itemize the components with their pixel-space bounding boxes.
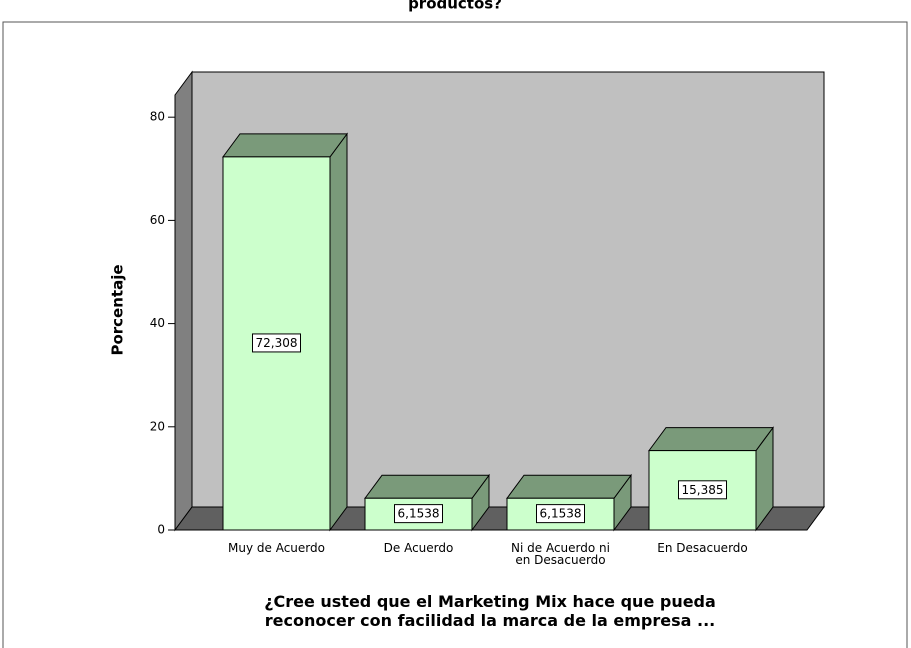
- value-label-box: [678, 480, 727, 500]
- bar-top: [364, 474, 490, 499]
- bar-top: [648, 427, 774, 452]
- x-tick-label: Muy de Acuerdo: [228, 542, 325, 555]
- x-tick-label: En Desacuerdo: [657, 542, 748, 555]
- x-tick-label: De Acuerdo: [383, 542, 454, 555]
- value-label: 72,308: [256, 336, 298, 350]
- y-tick-label: 80: [150, 110, 165, 124]
- value-label-box: [394, 504, 443, 524]
- x-axis-title-box: ¿Cree usted que el Marketing Mix hace qu…: [264, 592, 716, 630]
- left-wall: [174, 70, 193, 532]
- value-label: 15,385: [682, 483, 724, 497]
- x-tick-label-box: En Desacuerdo: [657, 542, 748, 555]
- value-label: 6,1538: [398, 507, 440, 521]
- x-axis-title: ¿Cree usted que el Marketing Mix hace qu…: [264, 592, 716, 630]
- value-label-box: [536, 504, 585, 524]
- bar: [222, 132, 348, 532]
- y-tick-label: 20: [150, 419, 165, 433]
- y-tick-label: 0: [157, 523, 165, 537]
- x-tick-label-box: Ni de Acuerdo ni en Desacuerdo: [511, 542, 610, 567]
- x-tick-label-box: De Acuerdo: [383, 542, 454, 555]
- bar: [506, 473, 632, 532]
- bar: [648, 426, 774, 532]
- y-tick-label: 40: [150, 316, 165, 330]
- chart-title: productos?: [408, 0, 502, 13]
- x-tick-label: Ni de Acuerdo ni en Desacuerdo: [511, 542, 610, 567]
- value-label: 6,1538: [540, 507, 582, 521]
- x-tick-label-box: Muy de Acuerdo: [228, 542, 325, 555]
- y-axis-title: Porcentaje: [109, 264, 127, 355]
- bar-top: [506, 474, 632, 499]
- bar-top: [222, 133, 348, 158]
- bar-front: [364, 497, 473, 531]
- bar-side: [329, 132, 348, 532]
- y-tick-label: 60: [150, 213, 165, 227]
- value-label-box: [252, 333, 301, 353]
- bar: [364, 473, 490, 532]
